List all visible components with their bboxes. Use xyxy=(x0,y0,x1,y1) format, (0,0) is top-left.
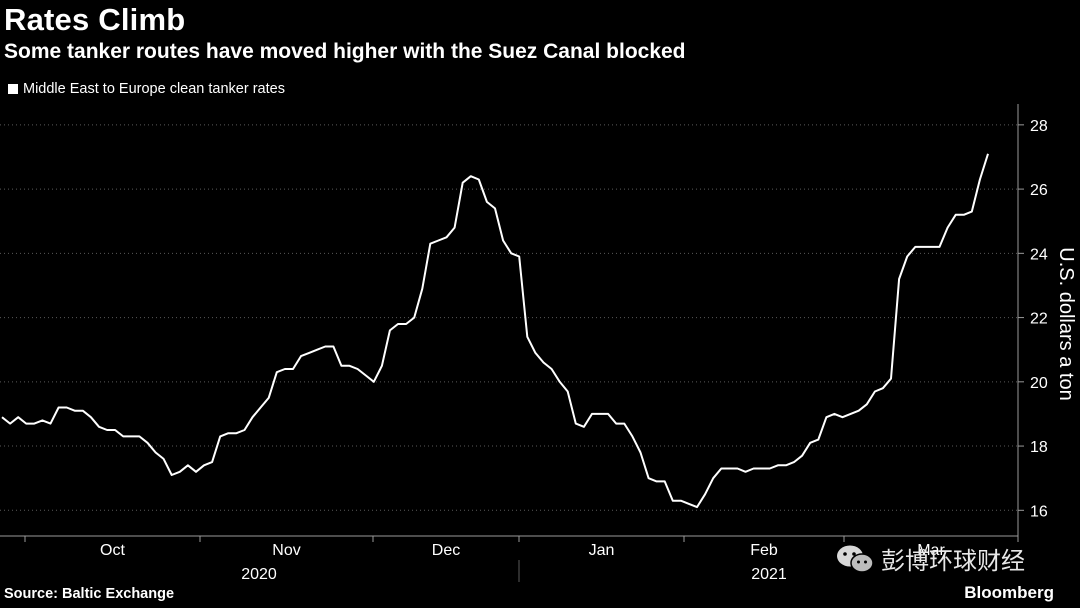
y-axis-title: U.S. dollars a ton xyxy=(1055,247,1077,400)
watermark-text: 彭博环球财经 xyxy=(881,547,1025,575)
year-label: 2021 xyxy=(751,566,787,583)
watermark: 彭博环球财经 xyxy=(835,541,1025,576)
x-tick-label: Jan xyxy=(589,542,615,559)
y-tick-label: 24 xyxy=(1030,246,1048,263)
wechat-icon xyxy=(835,543,875,575)
x-tick-label: Nov xyxy=(272,542,300,559)
y-tick-label: 28 xyxy=(1030,118,1048,135)
y-tick-label: 22 xyxy=(1030,311,1048,328)
x-tick-label: Dec xyxy=(432,542,460,559)
y-tick-label: 20 xyxy=(1030,375,1048,392)
year-label: 2020 xyxy=(241,566,277,583)
y-tick-label: 18 xyxy=(1030,439,1048,456)
source-note: Source: Baltic Exchange xyxy=(4,586,175,602)
y-tick-label: 26 xyxy=(1030,182,1048,199)
x-tick-label: Mar xyxy=(917,542,945,559)
legend-swatch xyxy=(8,84,18,94)
x-tick-label: Feb xyxy=(750,542,778,559)
legend-label: Middle East to Europe clean tanker rates xyxy=(23,81,285,97)
legend: Middle East to Europe clean tanker rates xyxy=(8,81,285,97)
series-line xyxy=(1,153,989,509)
chart-title: Rates Climb xyxy=(4,2,186,37)
x-tick-label: Oct xyxy=(100,542,125,559)
bloomberg-brand: Bloomberg xyxy=(964,583,1054,602)
chart-subtitle: Some tanker routes have moved higher wit… xyxy=(4,40,686,63)
y-tick-label: 16 xyxy=(1030,503,1048,520)
